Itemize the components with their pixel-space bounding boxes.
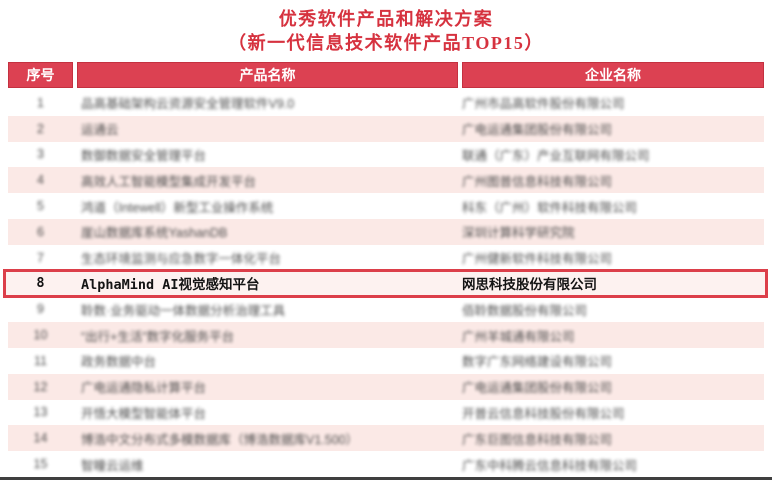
row-number: 5 xyxy=(37,199,44,214)
row-product: 开悟大模型智能体平台 xyxy=(81,406,207,421)
row-product: “出行+生活”数字化服务平台 xyxy=(81,329,235,344)
table-row: 6 崖山数据库系统YashanDB 深圳计算科学研究院 xyxy=(8,218,764,245)
table-body: 1 品高基础架构云资源安全管理软件V9.0 广州市品高软件股份有限公司 2 运通云 广电运… xyxy=(3,90,768,477)
table-row: 9 聆数·业务驱动一体数据分析治理工具 佰聆数据股份有限公司 xyxy=(8,296,764,323)
row-product: 聆数·业务驱动一体数据分析治理工具 xyxy=(81,303,286,318)
row-company: 佰聆数据股份有限公司 xyxy=(462,303,588,318)
row-number: 1 xyxy=(37,95,44,110)
table-row: 2 运通云 广电运通集团股份有限公司 xyxy=(8,115,764,142)
column-header-company-name: 企业名称 xyxy=(462,62,764,88)
row-number: 12 xyxy=(33,379,48,394)
row-company: 广东巨图信息科技有限公司 xyxy=(462,432,613,447)
row-product: 广电运通隐私计算平台 xyxy=(81,381,207,396)
row-number: 15 xyxy=(33,457,48,472)
page-title: 优秀软件产品和解决方案 xyxy=(278,9,494,29)
table-row: 13 开悟大模型智能体平台 开普云信息科技股份有限公司 xyxy=(8,399,764,426)
row-company: 广州羊城通有限公司 xyxy=(462,329,575,344)
row-company: 广州市品高软件股份有限公司 xyxy=(462,97,625,112)
row-company: 广州健新软件科技有限公司 xyxy=(462,252,613,267)
table-row: 1 品高基础架构云资源安全管理软件V9.0 广州市品高软件股份有限公司 xyxy=(8,90,764,116)
column-header-index: 序号 xyxy=(8,62,73,88)
table-row-highlighted: 8 AlphaMind AI视觉感知平台 网思科技股份有限公司 xyxy=(3,268,768,298)
row-product: 品高基础架构云资源安全管理软件V9.0 xyxy=(81,97,295,112)
row-number: 10 xyxy=(33,328,48,343)
table-row: 11 政务数据中台 数字广东网络建设有限公司 xyxy=(8,347,764,374)
table-row: 12 广电运通隐私计算平台 广电运通集团股份有限公司 xyxy=(8,373,764,400)
table-row: 7 生态环境监测与应急数字一体化平台 广州健新软件科技有限公司 xyxy=(8,244,764,271)
row-number: 3 xyxy=(37,147,44,162)
row-company: 科东（广州）软件科技有限公司 xyxy=(462,200,638,215)
row-product: 数御数据安全管理平台 xyxy=(81,148,207,163)
row-number: 13 xyxy=(33,405,48,420)
row-product: AlphaMind AI视觉感知平台 xyxy=(81,277,260,294)
row-number: 6 xyxy=(37,224,44,239)
row-product: 高效人工智能模型集成开发平台 xyxy=(81,174,257,189)
row-product: 智瞳云运维 xyxy=(81,458,144,473)
row-number: 14 xyxy=(33,431,48,446)
row-company: 数字广东网络建设有限公司 xyxy=(462,355,613,370)
row-product: 博浩中文分布式多模数据库（博浩数据库V1.500） xyxy=(81,432,359,447)
bottom-edge-bar xyxy=(0,477,772,480)
row-company: 广电运通集团股份有限公司 xyxy=(462,123,613,138)
row-number: 8 xyxy=(36,275,45,292)
page-subtitle: （新一代信息技术软件产品TOP15） xyxy=(228,33,544,53)
row-product: 崖山数据库系统YashanDB xyxy=(81,226,228,241)
row-company: 网思科技股份有限公司 xyxy=(462,277,597,294)
row-company: 广州图普信息科技有限公司 xyxy=(462,174,613,189)
row-company: 开普云信息科技股份有限公司 xyxy=(462,406,625,421)
table-row: 3 数御数据安全管理平台 联通（广东）产业互联网有限公司 xyxy=(8,141,764,168)
table-row: 4 高效人工智能模型集成开发平台 广州图普信息科技有限公司 xyxy=(8,167,764,194)
row-number: 2 xyxy=(37,121,44,136)
table-header: 序号 产品名称 企业名称 xyxy=(8,62,764,88)
row-number: 7 xyxy=(37,250,44,265)
table-row: 14 博浩中文分布式多模数据库（博浩数据库V1.500） 广东巨图信息科技有限公司 xyxy=(8,425,764,452)
column-header-product-name: 产品名称 xyxy=(77,62,458,88)
row-product: 政务数据中台 xyxy=(81,355,157,370)
row-number: 9 xyxy=(37,302,44,317)
row-number: 11 xyxy=(34,353,47,368)
row-company: 广东中科腾云信息科技有限公司 xyxy=(462,458,638,473)
page-header: 优秀软件产品和解决方案 （新一代信息技术软件产品TOP15） xyxy=(0,0,772,55)
row-product: 运通云 xyxy=(81,123,119,138)
row-product: 鸿道（Intewell）新型工业操作系统 xyxy=(81,200,274,215)
row-company: 深圳计算科学研究院 xyxy=(462,226,575,241)
row-company: 广电运通集团股份有限公司 xyxy=(462,381,613,396)
table-row: 10 “出行+生活”数字化服务平台 广州羊城通有限公司 xyxy=(8,322,764,348)
row-product: 生态环境监测与应急数字一体化平台 xyxy=(81,252,282,267)
row-number: 4 xyxy=(37,173,44,188)
table-row: 15 智瞳云运维 广东中科腾云信息科技有限公司 xyxy=(8,451,764,477)
table-row: 5 鸿道（Intewell）新型工业操作系统 科东（广州）软件科技有限公司 xyxy=(8,193,764,219)
row-company: 联通（广东）产业互联网有限公司 xyxy=(462,148,650,163)
